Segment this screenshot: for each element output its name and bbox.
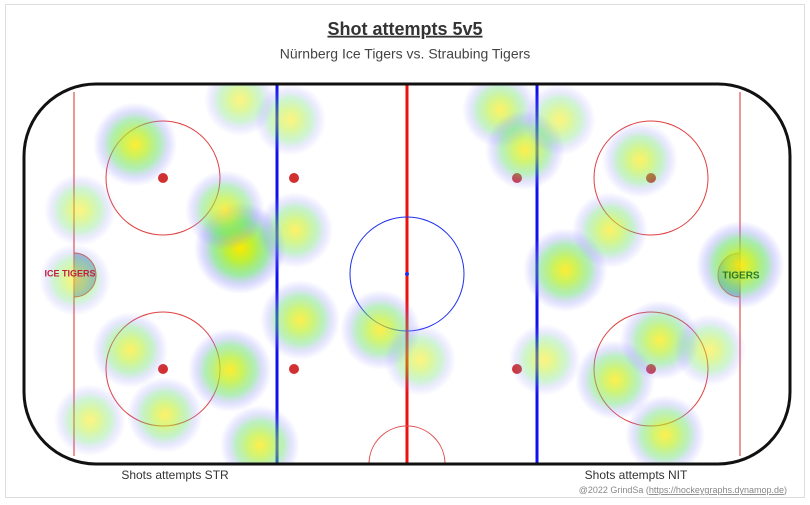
heat-spot	[523, 84, 596, 156]
heat-spot	[53, 384, 126, 457]
credit-link[interactable]: https://hockeygraphs.dynamop.de	[649, 485, 784, 495]
center-dot	[405, 272, 409, 276]
referee-crease	[368, 425, 446, 465]
faceoff-dot	[289, 364, 299, 374]
heat-spot	[185, 170, 266, 251]
heat-spot	[260, 280, 341, 361]
heat-spot	[384, 323, 457, 396]
credit-text: @2022 GrindSa (	[579, 485, 649, 495]
heat-spot	[696, 221, 785, 310]
boards	[22, 82, 792, 466]
heat-spot	[43, 174, 116, 247]
heat-spot	[92, 312, 169, 388]
heat-spot	[126, 376, 203, 453]
heat-spot	[93, 102, 178, 187]
heat-spot	[601, 122, 678, 198]
chart-title: Shot attempts 5v5	[327, 19, 482, 39]
team-logo: TIGERS	[722, 271, 760, 282]
heat-spot	[204, 84, 277, 137]
heat-spot	[219, 405, 300, 464]
credit-text: )	[784, 485, 787, 495]
credit: @2022 GrindSa (https://hockeygraphs.dyna…	[579, 485, 787, 495]
subtitle: Nürnberg Ice Tigers vs. Straubing Tigers	[280, 46, 531, 62]
faceoff-dot	[289, 173, 299, 183]
heat-spot	[673, 314, 746, 386]
heat-spot	[38, 243, 111, 316]
faceoff-circle	[593, 120, 709, 236]
heat-spot	[188, 328, 273, 413]
heatmap	[38, 84, 785, 464]
side-label: Shots attempts STR	[121, 468, 229, 482]
heat-spot	[571, 192, 648, 269]
heat-spot	[257, 192, 334, 269]
side-label: Shots attempts NIT	[585, 468, 688, 482]
team-logo: ICE TIGERS	[44, 268, 95, 278]
heat-spot	[625, 394, 706, 464]
frame	[5, 4, 805, 498]
heat-spot	[508, 323, 581, 396]
